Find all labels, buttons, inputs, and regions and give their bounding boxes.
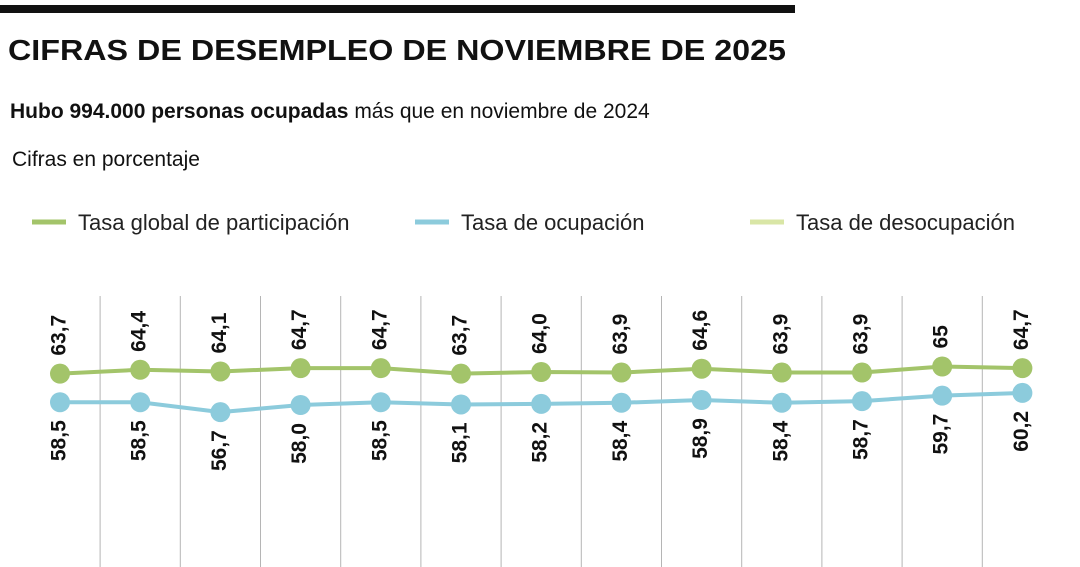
point: [290, 358, 311, 379]
point: [370, 392, 391, 413]
point: [50, 363, 70, 384]
value-label: 64,7: [368, 309, 391, 350]
value-label: 58,9: [689, 418, 712, 459]
value-label: 58,1: [449, 422, 472, 463]
point: [932, 385, 953, 406]
value-label: 60,2: [1010, 411, 1033, 452]
point: [210, 402, 231, 423]
value-label: 58,4: [609, 420, 632, 461]
value-label: 58,2: [529, 422, 552, 463]
legend-label: Tasa de desocupación: [796, 210, 1015, 235]
point: [852, 362, 872, 383]
point: [50, 392, 70, 413]
value-label: 63,9: [609, 314, 632, 355]
value-label: 58,4: [769, 420, 792, 461]
subtitle-bold: Hubo 994.000 personas ocupadas: [10, 100, 348, 123]
point: [771, 362, 792, 383]
value-label: 64,4: [128, 311, 151, 352]
point: [771, 392, 792, 413]
value-label: 64,1: [208, 312, 231, 353]
value-label: 58,5: [48, 420, 71, 461]
point: [370, 358, 391, 379]
point: [531, 393, 552, 414]
point: [1012, 358, 1033, 379]
legend-label: Tasa de ocupación: [461, 210, 644, 235]
value-label: 63,7: [48, 315, 71, 356]
point: [852, 391, 872, 412]
point: [691, 358, 712, 379]
value-label: 64,0: [529, 313, 552, 354]
point: [611, 392, 632, 413]
point: [130, 359, 151, 380]
value-label: 64,7: [288, 309, 311, 350]
point: [451, 363, 471, 384]
point: [130, 392, 151, 413]
value-label: 64,6: [689, 310, 712, 351]
point: [290, 395, 311, 415]
value-label: 58,7: [850, 419, 873, 460]
value-label: 64,7: [1010, 309, 1033, 350]
point: [611, 362, 632, 383]
point: [210, 361, 231, 382]
value-label: 58,0: [288, 423, 311, 464]
point: [932, 356, 953, 377]
value-label: 58,5: [368, 420, 391, 461]
subtitle: Hubo 994.000 personas ocupadas más que e…: [10, 100, 650, 123]
value-label: 63,9: [850, 314, 873, 355]
point: [451, 394, 471, 415]
legend-label: Tasa global de participación: [78, 210, 350, 235]
chart-title: CIFRAS DE DESEMPLEO DE NOVIEMBRE DE 2025: [8, 35, 786, 67]
point: [531, 362, 552, 382]
value-label: 63,9: [769, 314, 792, 355]
value-label: 56,7: [208, 430, 231, 471]
subtitle-rest: más que en noviembre de 2024: [354, 100, 650, 123]
value-label: 63,7: [449, 315, 472, 356]
note: Cifras en porcentaje: [12, 148, 200, 171]
value-label: 59,7: [930, 414, 953, 455]
point: [1012, 382, 1033, 403]
point: [691, 390, 712, 411]
top-bar: [0, 5, 795, 13]
value-label: 58,5: [128, 420, 151, 461]
value-label: 65: [930, 325, 953, 349]
